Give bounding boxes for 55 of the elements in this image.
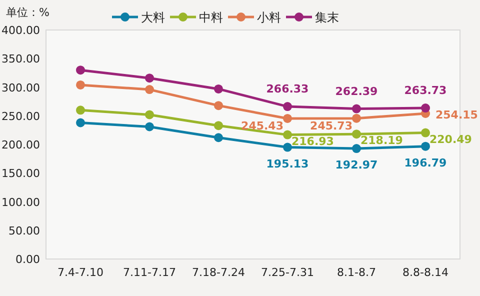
- y-tick-label: 400.00: [2, 24, 40, 37]
- data-label: 195.13: [266, 157, 309, 170]
- y-tick-label: 150.00: [2, 167, 40, 180]
- data-label: 245.43: [241, 119, 284, 132]
- data-label: 192.97: [335, 158, 378, 172]
- y-tick-label: 250.00: [2, 110, 40, 123]
- point: [76, 118, 85, 128]
- data-label: 262.39: [335, 84, 378, 98]
- point: [145, 110, 154, 120]
- point: [214, 133, 223, 142]
- x-tick-label: 8.8-8.14: [402, 266, 448, 279]
- point: [145, 122, 154, 132]
- legend-label: 小料: [257, 10, 281, 24]
- y-tick-label: 350.00: [2, 52, 40, 66]
- point: [352, 104, 361, 114]
- point: [283, 114, 292, 123]
- point: [352, 144, 361, 154]
- point: [352, 114, 361, 123]
- y-tick-label: 100.00: [2, 196, 40, 209]
- point: [145, 85, 154, 94]
- data-label: 266.33: [266, 82, 309, 96]
- data-label: 216.93: [292, 134, 334, 148]
- data-label: 263.73: [404, 84, 447, 98]
- point: [76, 106, 85, 115]
- data-label: 218.19: [360, 134, 403, 148]
- point: [214, 101, 223, 110]
- x-tick-label: 8.1-8.7: [337, 266, 376, 279]
- data-label: 220.49: [430, 132, 472, 146]
- legend-label: 大料: [141, 10, 165, 24]
- data-label: 245.73: [310, 119, 352, 132]
- point: [76, 80, 85, 90]
- point: [283, 142, 292, 152]
- data-label: 196.79: [404, 156, 447, 170]
- point: [214, 84, 223, 94]
- point: [421, 104, 430, 113]
- point: [145, 74, 154, 83]
- legend-label: 中料: [199, 10, 223, 24]
- point: [76, 66, 85, 75]
- y-axis-title: 单位：%: [6, 6, 50, 19]
- y-tick-label: 200.00: [2, 138, 40, 152]
- point: [283, 102, 292, 112]
- point: [283, 130, 292, 140]
- x-tick-label: 7.4-7.10: [58, 266, 104, 279]
- x-tick-label: 7.11-7.17: [123, 266, 176, 279]
- point: [421, 142, 430, 151]
- data-label: 254.15: [436, 108, 478, 122]
- y-tick-label: 50.00: [8, 224, 40, 238]
- point: [421, 128, 430, 138]
- y-tick-label: 300.00: [2, 81, 40, 94]
- point: [214, 121, 223, 130]
- x-tick-label: 7.25-7.31: [261, 266, 314, 279]
- x-tick-label: 7.18-7.24: [192, 266, 245, 279]
- point: [352, 130, 361, 139]
- legend-label: 集末: [315, 10, 339, 24]
- y-tick-label: 0.00: [16, 253, 40, 266]
